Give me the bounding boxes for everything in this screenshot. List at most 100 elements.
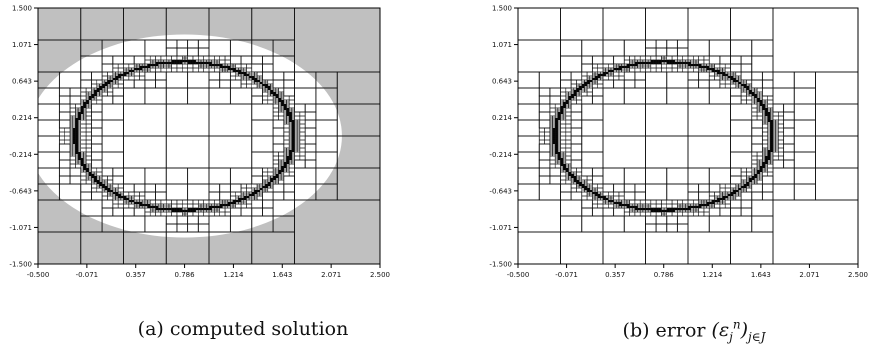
ring-cell bbox=[770, 139, 774, 143]
ring-cell bbox=[682, 207, 686, 211]
ring-cell bbox=[767, 151, 771, 155]
ring-cell bbox=[706, 65, 710, 69]
ring-cell bbox=[246, 73, 250, 77]
x-tick-label: 0.357 bbox=[126, 271, 146, 279]
ring-cell bbox=[759, 103, 763, 107]
ring-cell bbox=[748, 91, 752, 95]
ring-cell bbox=[655, 59, 660, 63]
ring-cell bbox=[107, 187, 111, 191]
ring-cell bbox=[666, 207, 670, 211]
ring-cell bbox=[756, 99, 760, 103]
ring-cell bbox=[133, 201, 138, 205]
ring-cell bbox=[711, 201, 715, 205]
ring-cell bbox=[655, 209, 660, 213]
ring-cell bbox=[687, 61, 691, 65]
ring-cell bbox=[99, 85, 103, 89]
ring-cell bbox=[767, 111, 771, 115]
ring-cell bbox=[770, 131, 774, 135]
ring-cell bbox=[139, 203, 143, 207]
ring-cell bbox=[214, 63, 218, 67]
ring-cell bbox=[679, 207, 683, 211]
ring-cell bbox=[709, 67, 713, 71]
y-tick-label: 0.214 bbox=[12, 114, 33, 122]
ring-cell bbox=[671, 207, 675, 211]
ring-cell bbox=[751, 177, 755, 181]
ring-cell bbox=[554, 139, 559, 143]
ring-cell bbox=[770, 147, 774, 151]
ring-cell bbox=[754, 175, 758, 179]
ring-cell bbox=[560, 107, 564, 111]
ring-cell bbox=[764, 111, 768, 115]
ring-cell bbox=[288, 157, 293, 161]
ring-cell bbox=[602, 195, 606, 199]
ring-cell bbox=[240, 197, 244, 201]
ring-cell bbox=[251, 193, 255, 197]
ring-cell bbox=[767, 157, 771, 161]
ring-cell bbox=[764, 109, 768, 113]
ring-cell bbox=[658, 59, 662, 63]
ring-cell bbox=[190, 207, 194, 211]
ring-cell bbox=[770, 141, 774, 145]
ring-cell bbox=[714, 199, 718, 203]
ring-cell bbox=[562, 167, 567, 171]
ring-cell bbox=[206, 61, 210, 65]
ring-cell bbox=[592, 191, 596, 195]
ring-cell bbox=[695, 63, 699, 67]
ring-cell bbox=[291, 131, 295, 135]
ring-cell bbox=[280, 165, 285, 169]
ring-cell bbox=[586, 189, 590, 193]
ring-cell bbox=[581, 85, 585, 89]
ring-cell bbox=[746, 181, 750, 185]
ring-cell bbox=[219, 203, 223, 207]
ring-cell bbox=[75, 149, 79, 153]
ring-cell bbox=[586, 79, 590, 83]
ring-cell bbox=[149, 205, 154, 209]
ring-cell bbox=[77, 151, 81, 155]
y-tick-label: 0.214 bbox=[492, 114, 513, 122]
x-tick-label: 1.643 bbox=[272, 271, 292, 279]
ring-cell bbox=[203, 61, 207, 65]
ring-cell bbox=[634, 63, 638, 67]
ring-cell bbox=[581, 183, 585, 187]
panel-error: -0.500 -0.071 0.357 0.786 1.214 1.643 2.071 2.5… bbox=[489, 5, 868, 280]
ring-cell bbox=[267, 87, 271, 91]
ring-cell bbox=[187, 209, 191, 213]
ring-cell bbox=[184, 59, 188, 63]
ring-cell bbox=[666, 59, 670, 63]
ring-cell bbox=[671, 209, 675, 213]
ring-cell bbox=[621, 203, 625, 207]
ring-cell bbox=[267, 181, 271, 185]
ring-cell bbox=[669, 61, 673, 65]
y-tick-label: 0.643 bbox=[492, 78, 512, 86]
x-tick-label: 2.071 bbox=[321, 271, 341, 279]
ring-cell bbox=[187, 61, 191, 65]
ring-cell bbox=[770, 119, 774, 123]
ring-cell bbox=[730, 191, 734, 195]
ring-cell bbox=[605, 71, 609, 75]
ring-cell bbox=[93, 177, 98, 181]
ring-cell bbox=[653, 61, 657, 65]
ring-cell bbox=[554, 121, 559, 125]
ring-cell bbox=[706, 67, 710, 71]
ring-cell bbox=[214, 205, 218, 209]
ring-cell bbox=[756, 169, 760, 173]
ring-cell bbox=[746, 85, 750, 89]
ring-cell bbox=[647, 207, 652, 211]
ring-cell bbox=[690, 63, 694, 67]
ring-cell bbox=[762, 161, 766, 165]
x-tick-label: 2.500 bbox=[370, 271, 390, 279]
ring-cell bbox=[674, 61, 678, 65]
ring-cell bbox=[552, 141, 556, 145]
ring-cell bbox=[280, 169, 285, 173]
ring-cell bbox=[243, 195, 247, 199]
ring-cell bbox=[128, 69, 132, 73]
ring-cell bbox=[642, 207, 646, 211]
ring-cell bbox=[674, 207, 678, 211]
ring-cell bbox=[650, 59, 654, 63]
ring-cell bbox=[565, 101, 569, 105]
ring-cell bbox=[655, 61, 660, 65]
ring-cell bbox=[552, 131, 556, 135]
ring-cell bbox=[104, 83, 108, 87]
ring-cell bbox=[767, 155, 771, 159]
ring-cell bbox=[83, 105, 87, 109]
